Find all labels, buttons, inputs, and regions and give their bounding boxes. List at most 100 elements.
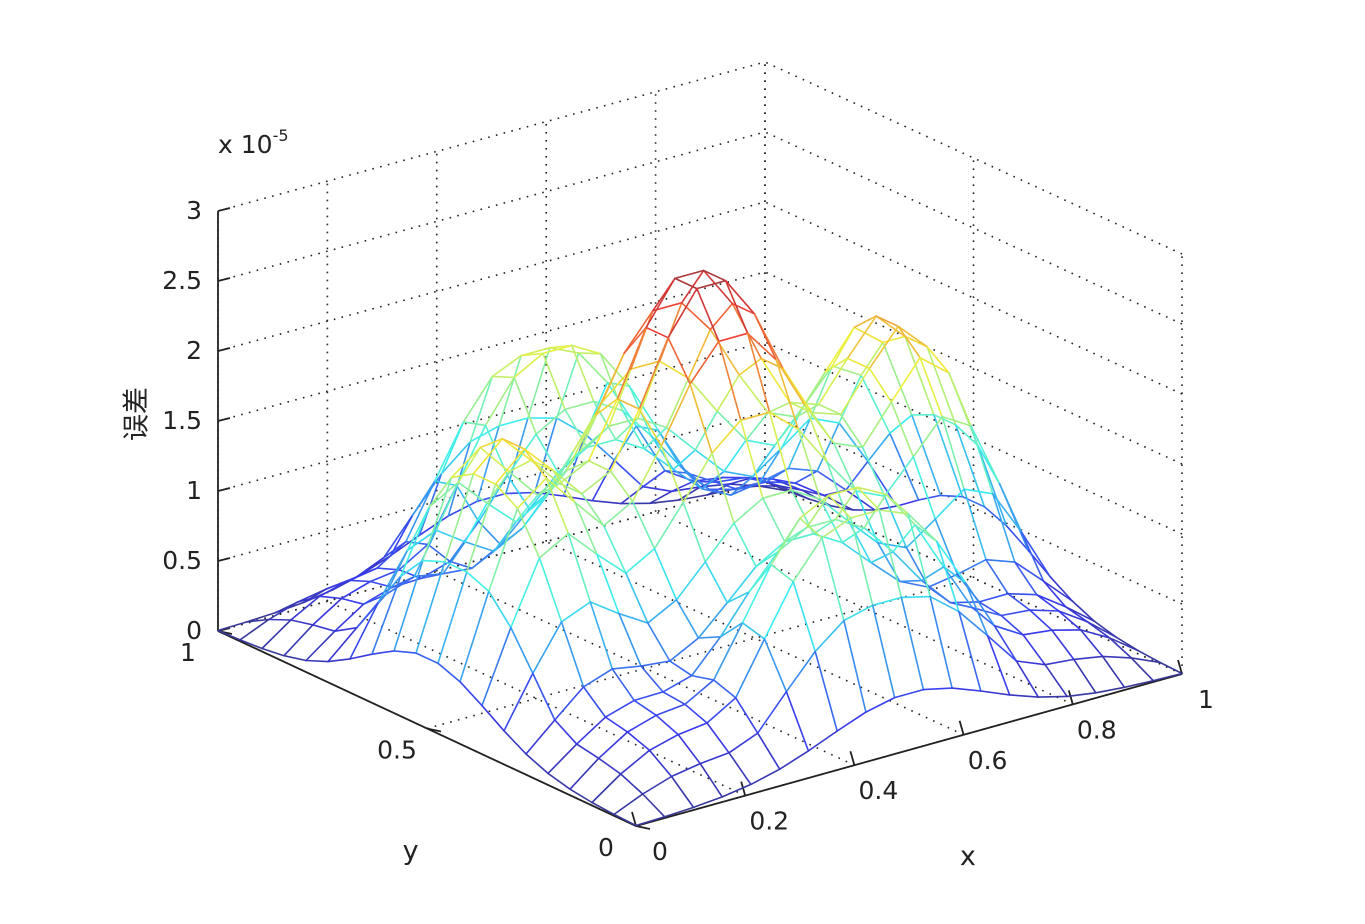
- mesh-edge: [834, 486, 859, 521]
- mesh-edge: [523, 448, 548, 480]
- mesh-edge: [437, 571, 468, 665]
- y-tick-label: 0: [598, 833, 614, 862]
- mesh-edge: [543, 469, 568, 499]
- mesh-edge: [655, 714, 680, 736]
- mesh-edge: [493, 527, 524, 553]
- mesh-edge: [1064, 605, 1089, 623]
- mesh-edge: [853, 326, 884, 344]
- mesh-edge: [865, 696, 896, 713]
- mesh-edge: [748, 563, 773, 593]
- mesh-edge: [575, 716, 607, 745]
- mesh-edge: [746, 332, 778, 361]
- mesh-edge: [347, 579, 372, 583]
- mesh-edge: [555, 417, 587, 436]
- mesh-edge: [927, 573, 959, 588]
- mesh-edge: [861, 446, 886, 498]
- mesh-edge: [587, 398, 619, 462]
- mesh-edge: [283, 654, 307, 662]
- mesh-edge: [746, 332, 771, 414]
- mesh-edge: [630, 360, 661, 370]
- mesh-edge: [613, 813, 637, 827]
- mesh-edge: [520, 346, 551, 357]
- mesh-edge: [1049, 576, 1074, 602]
- mesh-edge: [1057, 610, 1089, 623]
- mesh-edge: [853, 315, 878, 329]
- mesh-edge: [267, 601, 299, 621]
- mesh-edge: [831, 365, 862, 377]
- mesh-edge: [692, 796, 724, 809]
- mesh-edge: [767, 401, 791, 414]
- grid-line-back-horizontal: [217, 411, 766, 562]
- mesh-edge: [624, 572, 649, 624]
- mesh-edge: [484, 376, 516, 427]
- mesh-edge: [1079, 629, 1104, 658]
- mesh-edge: [616, 398, 641, 410]
- mesh-edge: [437, 662, 461, 683]
- mesh-edge: [711, 419, 742, 455]
- mesh-edge: [721, 783, 752, 798]
- mesh-edge: [775, 359, 806, 407]
- mesh-edge: [597, 731, 629, 760]
- mesh-edge: [1130, 657, 1155, 682]
- mesh-edge: [843, 619, 867, 713]
- mesh-edge: [728, 732, 759, 754]
- mesh-edge: [569, 788, 593, 804]
- mesh-edge: [538, 532, 570, 559]
- mesh-edge: [809, 365, 834, 420]
- mesh-edge: [824, 357, 849, 373]
- mesh-edge: [701, 487, 732, 496]
- mesh-edge: [648, 749, 673, 778]
- mesh-edge: [741, 621, 766, 640]
- mesh-edge: [1051, 629, 1075, 661]
- mesh-edge: [633, 699, 658, 717]
- mesh-edge: [958, 610, 989, 637]
- mesh-edge: [533, 417, 558, 494]
- mesh-edge: [621, 409, 646, 450]
- mesh-edge: [440, 440, 472, 475]
- mesh-edge: [812, 518, 837, 535]
- mesh-edge: [413, 572, 444, 578]
- mesh-edge: [597, 757, 622, 775]
- mesh-edge: [1037, 695, 1068, 698]
- mesh-edge: [849, 509, 881, 519]
- mesh-edge: [660, 445, 685, 504]
- mesh-edge: [672, 449, 697, 471]
- z-tick-mark: [217, 417, 231, 422]
- mesh-edge: [783, 532, 815, 543]
- mesh-edge: [662, 691, 686, 706]
- mesh-edge: [602, 524, 627, 574]
- mesh-edge: [217, 629, 241, 641]
- mesh-edge: [724, 279, 749, 335]
- mesh-edge: [823, 494, 854, 511]
- mesh-edge: [875, 315, 906, 338]
- mesh-edge: [1005, 524, 1030, 552]
- mesh-edge: [616, 326, 647, 400]
- mesh-edge: [383, 514, 414, 559]
- mesh-edge: [327, 658, 351, 663]
- mesh-edge: [717, 332, 749, 343]
- mesh-edge: [631, 500, 656, 550]
- mesh-edge: [814, 650, 839, 732]
- mesh-edge: [929, 595, 960, 613]
- mesh-edge: [567, 532, 592, 603]
- mesh-edge: [979, 690, 1011, 696]
- mesh-edge: [964, 582, 996, 627]
- mesh-edge: [503, 672, 534, 732]
- mesh-edge: [719, 590, 751, 638]
- mesh-edge: [305, 659, 329, 663]
- mesh-edge: [560, 621, 585, 688]
- x-tick-mark: [1177, 659, 1183, 675]
- mesh-edge: [755, 550, 779, 568]
- mesh-edge: [626, 714, 658, 733]
- mesh-edge: [811, 411, 842, 416]
- mesh-edge: [472, 472, 497, 485]
- mesh-edge: [970, 425, 1001, 485]
- mesh-edge: [733, 522, 757, 568]
- mesh-edge: [635, 425, 666, 472]
- mesh-edge: [827, 486, 859, 497]
- z-tick-mark: [217, 487, 231, 492]
- mesh-edge: [443, 560, 468, 573]
- grid-line-floor-x: [436, 570, 855, 766]
- mesh-edge: [501, 437, 526, 450]
- mesh-edge: [723, 439, 747, 473]
